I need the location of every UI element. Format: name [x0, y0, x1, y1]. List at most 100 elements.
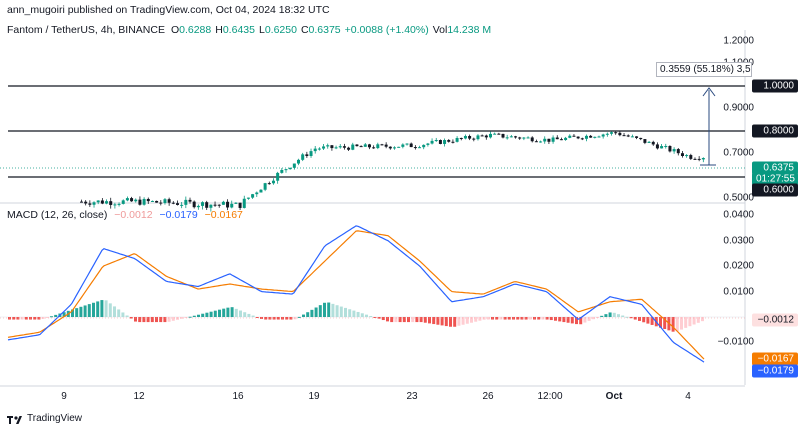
macd-tick: 0.0200 [723, 260, 754, 272]
macd-histogram-bar [45, 317, 49, 318]
price-candle [430, 140, 434, 144]
price-candle [559, 139, 563, 141]
price-candle [113, 204, 117, 206]
price-candle [584, 135, 588, 139]
macd-histogram-bar [562, 317, 566, 323]
price-candle [188, 199, 192, 202]
open-label: O [170, 24, 180, 36]
price-candle [171, 202, 175, 204]
macd-histogram-bar [243, 312, 247, 317]
time-tick: 12:00 [537, 391, 563, 402]
macd-histogram-bar [108, 303, 112, 317]
price-candle [138, 199, 142, 205]
price-candle [192, 201, 196, 208]
publish-info: ann_mugoiri published on TradingView.com… [7, 4, 330, 16]
macd-histogram-bar [180, 317, 184, 319]
time-tick: 23 [406, 391, 418, 402]
price-candle [313, 148, 317, 152]
macd-histogram-bar [617, 314, 620, 317]
price-candle [301, 154, 305, 160]
macd-histogram-bar [423, 317, 427, 323]
close-value: 0.6375 [308, 24, 341, 36]
price-candle [493, 133, 497, 135]
price-candle [180, 204, 184, 206]
price-candle [146, 198, 150, 202]
price-candle [472, 138, 476, 140]
price-candle [96, 200, 100, 203]
price-candle [497, 133, 501, 135]
price-candle [451, 141, 455, 143]
price-candle [347, 147, 351, 150]
macd-histogram-bar [365, 314, 368, 317]
macd-histogram-bar [138, 317, 142, 323]
price-candle [689, 155, 693, 159]
macd-histogram-bar [79, 306, 83, 317]
price-candle [488, 133, 492, 138]
level-box-0800: 0.8000 [752, 124, 798, 138]
macd-histogram-bar [386, 317, 389, 322]
macd-histogram-bar [344, 307, 347, 317]
macd-histogram-bar [520, 317, 524, 320]
price-candle [401, 144, 405, 147]
macd-histogram-bar [528, 317, 532, 320]
macd-histogram-bar [566, 317, 570, 323]
macd-histogram-bar [83, 305, 87, 317]
macd-histogram-bar [675, 317, 679, 332]
macd-histogram-bar [461, 317, 465, 325]
macd-histogram-bar [201, 313, 205, 317]
macd-histogram-bar [176, 317, 179, 320]
price-candle [668, 146, 672, 152]
volume-label: Vol [432, 24, 448, 36]
macd-histogram-bar [87, 304, 91, 317]
macd-histogram-bar [516, 317, 520, 320]
macd-histogram-bar [192, 315, 196, 317]
macd-histogram-bar [24, 317, 28, 320]
price-candle [701, 157, 705, 160]
price-candle [330, 145, 334, 149]
macd-histogram-bar [449, 317, 452, 327]
macd-histogram-bar [432, 317, 436, 325]
time-tick: 12 [133, 391, 145, 402]
macd-tick: −0.0100 [717, 336, 754, 348]
price-candle [184, 199, 188, 205]
time-tick: 16 [232, 391, 244, 402]
price-candle [647, 141, 651, 143]
macd-histogram-bar [608, 312, 612, 317]
macd-histogram-bar [629, 317, 633, 319]
macd-histogram-bar [113, 306, 116, 317]
price-candle [209, 204, 213, 208]
macd-histogram-bar [600, 315, 604, 317]
macd-histogram-bar [159, 317, 163, 323]
macd-histogram-bar [684, 317, 688, 328]
macd-histogram-bar [146, 317, 150, 323]
price-candle [618, 132, 622, 136]
macd-histogram-bar [671, 317, 675, 332]
price-candle [622, 135, 626, 137]
macd-histogram-bar [75, 308, 79, 317]
footer-brand: TradingView [27, 413, 83, 424]
macd-histogram-bar [478, 317, 482, 321]
price-candle [297, 159, 301, 164]
low-label: L [258, 24, 265, 36]
macd-histogram-bar [680, 317, 683, 330]
price-candle [288, 167, 292, 170]
price-candle [121, 200, 125, 204]
macd-histogram-bar [663, 317, 667, 329]
price-candle [639, 137, 643, 140]
macd-line [7, 225, 705, 363]
footer-logo[interactable]: TradingView [7, 413, 82, 424]
macd-histogram-bar [50, 316, 53, 318]
macd-histogram-bar [297, 316, 301, 318]
price-candle [213, 204, 217, 206]
macd-histogram-bar [150, 317, 154, 323]
macd-histogram-bar [293, 317, 297, 320]
macd-histogram-bar [470, 317, 473, 323]
macd-hist-box: −0.0012 [752, 313, 798, 327]
macd-line-value: −0.0179 [159, 209, 198, 221]
macd-histogram-bar [440, 317, 444, 326]
price-candle [455, 137, 459, 142]
measure-tooltip: 0.3559 (55.18%) 3,5 [656, 62, 752, 77]
price-candle [593, 136, 597, 138]
price-candle [230, 203, 234, 208]
